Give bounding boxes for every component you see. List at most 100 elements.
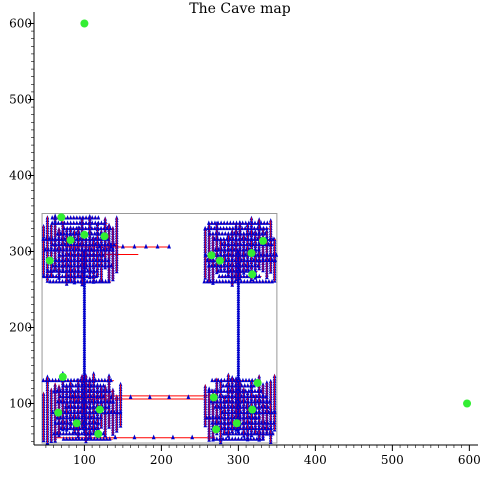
x-tick-label: 400 [304, 453, 327, 467]
cluster-marker [50, 236, 55, 241]
cluster-marker [63, 409, 67, 415]
cluster-marker [271, 252, 276, 257]
cluster-marker [230, 430, 235, 436]
cluster-marker [93, 241, 98, 247]
cluster-marker [228, 236, 232, 241]
cluster-marker [64, 268, 68, 273]
cluster-marker [230, 436, 235, 441]
cluster-marker [210, 262, 214, 268]
corridor-marker [236, 362, 241, 367]
cluster-marker [237, 236, 242, 241]
cluster-marker [220, 231, 225, 236]
cluster-marker [86, 430, 90, 436]
cluster-marker [246, 388, 251, 393]
corridor-marker [236, 298, 241, 304]
cluster-marker [246, 399, 251, 404]
cluster-marker [228, 262, 233, 268]
cluster-marker [59, 241, 64, 247]
cluster-marker [44, 377, 49, 383]
corridor-marker [155, 243, 160, 249]
cluster-marker [207, 414, 212, 420]
cluster-marker [106, 409, 110, 415]
cluster-marker [241, 420, 245, 425]
corridor-marker [236, 330, 241, 336]
cluster-marker [62, 425, 67, 431]
corridor-marker [82, 285, 87, 290]
corridor-marker [82, 332, 87, 338]
cluster-marker [208, 278, 213, 284]
cluster-marker [93, 215, 98, 220]
cluster-marker [92, 247, 97, 252]
cluster-marker [63, 262, 68, 268]
cluster-marker [50, 377, 55, 383]
cluster-marker [238, 241, 243, 247]
room-point [72, 419, 81, 428]
cluster-marker [86, 388, 90, 393]
cluster-marker [267, 430, 272, 436]
cluster-marker [105, 399, 109, 404]
cluster-marker [87, 241, 92, 247]
cluster-marker [65, 231, 69, 236]
cluster-marker [255, 225, 260, 231]
cluster-marker [237, 220, 242, 225]
cluster-marker [56, 236, 61, 241]
cluster-marker [86, 393, 90, 399]
cluster-marker [61, 414, 66, 420]
cluster-marker [248, 393, 253, 399]
cluster-marker [60, 252, 65, 257]
cluster-marker [260, 425, 264, 431]
cluster-marker [223, 241, 228, 247]
cluster-marker [75, 241, 79, 247]
y-tick-label: 400 [9, 169, 32, 183]
cluster-marker [72, 273, 77, 279]
cluster-marker [244, 414, 249, 420]
cluster-marker [264, 278, 268, 284]
cluster-marker [96, 225, 100, 231]
corridor-marker [167, 243, 172, 249]
cluster-marker [59, 425, 63, 431]
cluster-marker [225, 420, 230, 425]
cluster-marker [264, 430, 269, 436]
cluster-marker [111, 399, 116, 404]
cluster-marker [245, 436, 250, 441]
cluster-marker [240, 220, 245, 225]
cluster-marker [262, 404, 267, 409]
cluster-marker [85, 268, 90, 273]
cluster-marker [64, 436, 69, 441]
cluster-marker [273, 257, 278, 263]
cluster-marker [241, 404, 246, 409]
cluster-marker [271, 236, 275, 241]
cluster-marker [81, 220, 85, 225]
cluster-marker [236, 393, 241, 399]
cluster-marker [261, 393, 265, 399]
cluster-marker [254, 409, 259, 415]
cluster-marker [48, 273, 52, 279]
cluster-marker [244, 404, 249, 409]
cluster-marker [91, 268, 96, 273]
cluster-marker [104, 436, 109, 441]
cluster-marker [74, 436, 78, 441]
cluster-marker [106, 262, 111, 268]
corridor-marker [82, 353, 87, 358]
corridor-marker [236, 305, 241, 310]
corridor-marker [236, 344, 241, 349]
room-point [247, 249, 256, 258]
cluster-marker [78, 257, 83, 263]
cluster-marker [78, 241, 82, 247]
corridor-marker [82, 337, 87, 342]
cluster-marker [245, 241, 249, 247]
cluster-marker [55, 247, 60, 252]
cluster-marker [88, 273, 92, 279]
cluster-marker [229, 247, 233, 252]
cluster-marker [79, 268, 84, 273]
cluster-marker [93, 236, 98, 241]
corridor-marker [236, 312, 241, 317]
cluster-marker [256, 252, 260, 257]
cluster-marker [203, 225, 207, 231]
cluster-marker [57, 262, 61, 268]
corridor-marker [82, 307, 87, 313]
cluster-marker [243, 430, 247, 436]
cluster-marker [229, 231, 234, 236]
cluster-marker [92, 231, 97, 236]
cluster-marker [85, 404, 90, 409]
